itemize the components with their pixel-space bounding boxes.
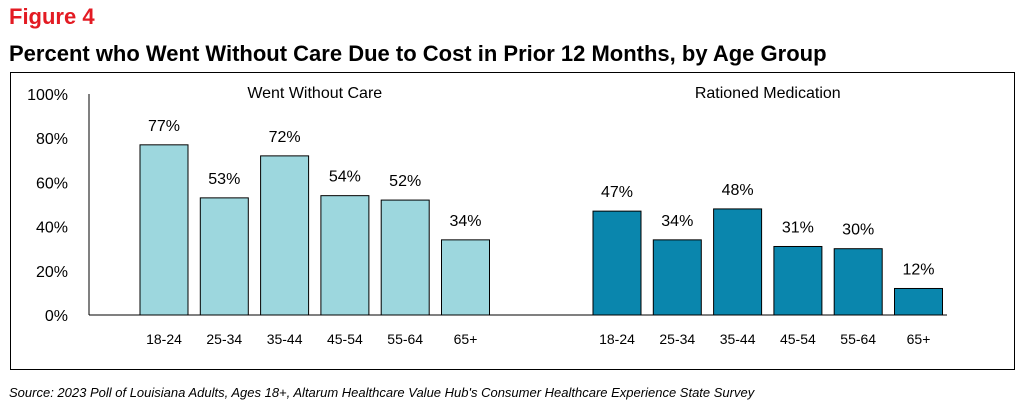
bar	[380, 199, 430, 316]
series-title: Rationed Medication	[695, 85, 841, 102]
data-label: 72%	[269, 129, 301, 146]
data-label: 48%	[722, 182, 754, 199]
x-tick-label: 55-64	[387, 331, 423, 347]
data-label: 34%	[661, 213, 693, 230]
data-label: 77%	[148, 118, 180, 135]
x-tick-label: 45-54	[327, 331, 363, 347]
y-tick-label: 60%	[36, 175, 68, 192]
bar	[833, 248, 883, 316]
x-tick-label: 35-44	[720, 331, 756, 347]
y-tick-label: 20%	[36, 264, 68, 281]
data-label: 30%	[842, 222, 874, 239]
bar-chart: 0% 20% 40% 60% 80% 100% Went Without Care 77% 18…	[27, 85, 947, 347]
bar	[441, 239, 490, 316]
x-tick-label: 65+	[454, 331, 478, 347]
bar	[773, 245, 823, 316]
figure-label: Figure 4	[9, 4, 95, 29]
data-label: 53%	[208, 171, 240, 188]
x-tick-label: 25-34	[206, 331, 242, 347]
y-tick-label: 100%	[27, 87, 68, 104]
bar	[713, 208, 763, 316]
y-tick-label: 0%	[45, 308, 68, 325]
data-label: 54%	[329, 169, 361, 186]
series-title: Went Without Care	[247, 85, 382, 102]
chart-title: Percent who Went Without Care Due to Cos…	[9, 41, 827, 66]
bar	[320, 195, 370, 316]
x-tick-label: 55-64	[840, 331, 876, 347]
data-label: 52%	[389, 173, 421, 190]
y-tick-label: 40%	[36, 220, 68, 237]
chart-frame	[10, 72, 1015, 370]
x-tick-label: 35-44	[267, 331, 303, 347]
source-note: Source: 2023 Poll of Louisiana Adults, A…	[9, 385, 755, 400]
x-tick-label: 65+	[907, 331, 931, 347]
data-label: 31%	[782, 219, 814, 236]
bar	[592, 210, 642, 316]
x-tick-label: 18-24	[599, 331, 635, 347]
y-tick-label: 80%	[36, 131, 68, 148]
bar	[139, 144, 189, 316]
bar	[199, 197, 249, 316]
x-tick-label: 25-34	[659, 331, 695, 347]
data-label: 12%	[902, 261, 934, 278]
bar	[652, 239, 702, 316]
bar	[260, 155, 310, 316]
x-tick-label: 45-54	[780, 331, 816, 347]
data-label: 47%	[601, 184, 633, 201]
x-tick-label: 18-24	[146, 331, 182, 347]
bar	[894, 287, 943, 316]
data-label: 34%	[449, 213, 481, 230]
